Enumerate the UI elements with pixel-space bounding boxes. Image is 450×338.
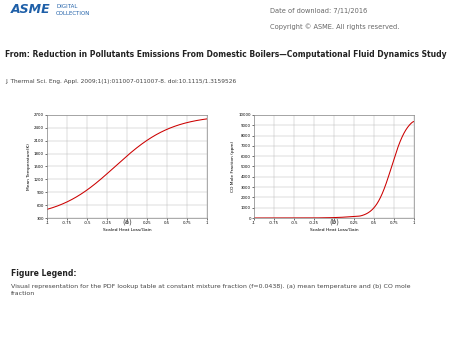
Text: From: Reduction in Pollutants Emissions From Domestic Boilers—Computational Flui: From: Reduction in Pollutants Emissions … (5, 50, 447, 59)
Text: Visual representation for the PDF lookup table at constant mixture fraction (f=0: Visual representation for the PDF lookup… (11, 284, 411, 295)
Text: Figure Legend:: Figure Legend: (11, 269, 77, 278)
Text: (b): (b) (329, 219, 339, 225)
Y-axis label: Mean Temperature(K): Mean Temperature(K) (27, 143, 31, 190)
Text: DIGITAL
COLLECTION: DIGITAL COLLECTION (56, 4, 90, 16)
Text: (a): (a) (122, 219, 132, 225)
X-axis label: Scaled Heat Loss/Gain: Scaled Heat Loss/Gain (103, 228, 152, 232)
X-axis label: Scaled Heat Loss/Gain: Scaled Heat Loss/Gain (310, 228, 359, 232)
Y-axis label: CO Mole Fraction (ppm): CO Mole Fraction (ppm) (231, 141, 235, 192)
Text: Date of download: 7/11/2016: Date of download: 7/11/2016 (270, 8, 367, 14)
Text: Copyright © ASME. All rights reserved.: Copyright © ASME. All rights reserved. (270, 23, 400, 30)
Text: J. Thermal Sci. Eng. Appl. 2009;1(1):011007-011007-8. doi:10.1115/1.3159526: J. Thermal Sci. Eng. Appl. 2009;1(1):011… (5, 79, 237, 84)
Text: ASME: ASME (11, 3, 51, 17)
